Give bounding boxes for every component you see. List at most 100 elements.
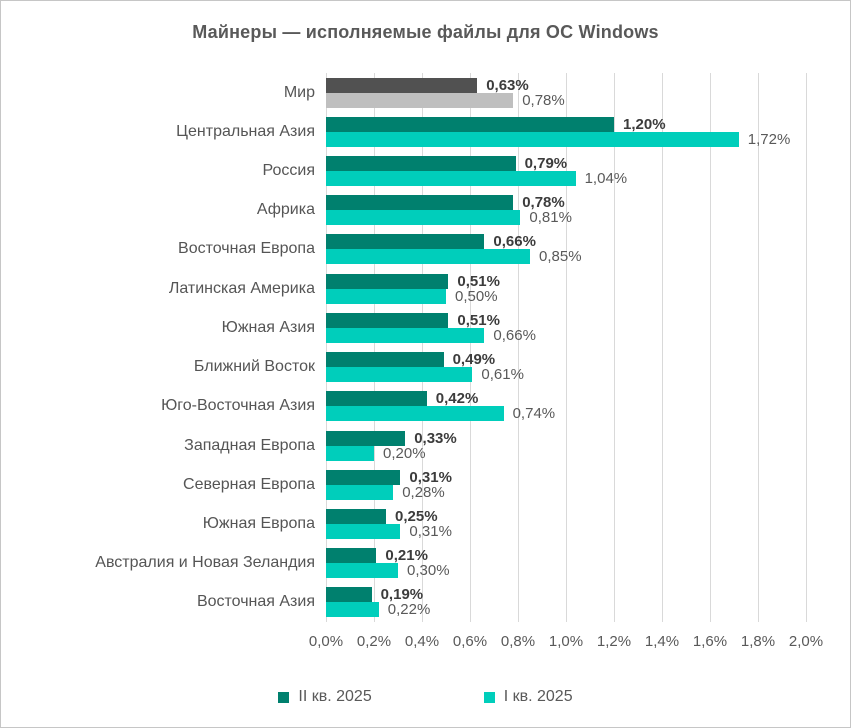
bar-q1 bbox=[326, 92, 514, 108]
chart-row: Южная Европа 0,25% 0,31% bbox=[1, 504, 806, 543]
bar-q2 bbox=[326, 548, 377, 564]
gridline bbox=[614, 73, 615, 622]
bar-q2 bbox=[326, 273, 449, 289]
legend-item: II кв. 2025 bbox=[278, 688, 372, 706]
bar-q2 bbox=[326, 430, 406, 446]
value-label: 0,21% bbox=[385, 547, 428, 565]
bar-group: 0,51% 0,66% bbox=[326, 308, 806, 347]
category-label: Южная Европа bbox=[202, 515, 315, 533]
chart-row: Латинская Америка 0,51% 0,50% bbox=[1, 269, 806, 308]
x-tick-label: 1,8% bbox=[740, 633, 776, 650]
bar-group: 0,33% 0,20% bbox=[326, 426, 806, 465]
bar-line: 0,19% bbox=[326, 587, 806, 603]
value-label: 0,31% bbox=[409, 523, 452, 541]
bar-line: 0,28% bbox=[326, 483, 806, 501]
bar-line: 0,79% bbox=[326, 155, 806, 173]
category-label: Центральная Азия bbox=[176, 122, 315, 140]
bar-line: 0,61% bbox=[326, 367, 806, 383]
bar-group: 0,19% 0,22% bbox=[326, 583, 806, 622]
bar-line: 0,20% bbox=[326, 444, 806, 462]
chart-row: Восточная Европа 0,66% 0,85% bbox=[1, 230, 806, 269]
chart-row: Юго-Восточная Азия 0,42% 0,74% bbox=[1, 387, 806, 426]
value-label: 0,50% bbox=[455, 287, 498, 305]
chart-row: Северная Европа 0,31% 0,28% bbox=[1, 465, 806, 504]
bar-q1 bbox=[326, 563, 398, 579]
bar-line: 0,21% bbox=[326, 547, 806, 565]
legend-swatch-icon bbox=[483, 691, 495, 703]
bar-line: 1,72% bbox=[326, 130, 806, 148]
bar-line: 0,66% bbox=[326, 233, 806, 251]
chart-row: Мир 0,63% 0,78% bbox=[1, 73, 806, 112]
value-label: 0,66% bbox=[493, 326, 536, 344]
value-label: 0,79% bbox=[524, 155, 568, 173]
bar-q1 bbox=[326, 367, 473, 383]
legend-label: II кв. 2025 bbox=[298, 688, 372, 705]
bar-group: 0,25% 0,31% bbox=[326, 504, 806, 543]
chart-title: Майнеры — исполняемые файлы для ОС Windo… bbox=[192, 22, 659, 42]
bar-q2 bbox=[326, 234, 485, 250]
bar-q2 bbox=[326, 469, 401, 485]
value-label: 0,74% bbox=[512, 405, 556, 423]
value-label: 0,25% bbox=[395, 508, 438, 526]
gridlines bbox=[326, 73, 807, 622]
bar-line: 0,51% bbox=[326, 272, 806, 290]
gridline bbox=[422, 73, 423, 622]
bar-group: 0,42% 0,74% bbox=[326, 387, 806, 426]
chart-row: Восточная Азия 0,19% 0,22% bbox=[1, 583, 806, 622]
legend-swatch-icon bbox=[278, 691, 290, 703]
value-label: 0,33% bbox=[414, 429, 457, 447]
bar-line: 0,63% bbox=[326, 76, 806, 94]
chart-rows: Мир 0,63% 0,78% Центральная Азия 1,20% 1,72% Р… bbox=[1, 73, 806, 622]
category-label: Восточная Европа bbox=[178, 240, 315, 258]
bar-line: 0,78% bbox=[326, 91, 806, 109]
bar-q1 bbox=[326, 288, 446, 304]
bar-line: 1,04% bbox=[326, 171, 806, 187]
x-tick-label: 0,0% bbox=[308, 633, 344, 650]
legend-label: I кв. 2025 bbox=[503, 688, 573, 705]
category-label: Латинская Америка bbox=[168, 279, 315, 297]
legend: II кв. 2025 I кв. 2025 bbox=[1, 688, 850, 706]
x-tick-label: 1,6% bbox=[692, 633, 728, 650]
value-label: 0,63% bbox=[486, 76, 529, 94]
bar-q2 bbox=[326, 116, 614, 132]
bar-line: 0,42% bbox=[326, 391, 806, 407]
gridline bbox=[758, 73, 759, 622]
bar-line: 0,81% bbox=[326, 210, 806, 226]
bar-q1 bbox=[326, 327, 485, 343]
chart-row: Ближний Восток 0,49% 0,61% bbox=[1, 348, 806, 387]
category-label: Западная Европа bbox=[184, 436, 315, 454]
bar-q2 bbox=[326, 509, 386, 525]
bar-q1 bbox=[326, 406, 504, 422]
gridline bbox=[662, 73, 663, 622]
category-label: Африка bbox=[256, 201, 315, 219]
bar-line: 0,78% bbox=[326, 195, 806, 211]
value-label: 1,72% bbox=[747, 130, 791, 148]
bar-group: 0,31% 0,28% bbox=[326, 465, 806, 504]
bar-line: 0,49% bbox=[326, 352, 806, 368]
bar-q1 bbox=[326, 484, 394, 500]
x-tick-label: 0,8% bbox=[500, 633, 536, 650]
gridline bbox=[710, 73, 711, 622]
value-label: 0,20% bbox=[383, 444, 426, 462]
bar-group: 0,49% 0,61% bbox=[326, 348, 806, 387]
value-label: 0,51% bbox=[457, 272, 500, 290]
value-label: 0,28% bbox=[402, 483, 445, 501]
gridline bbox=[470, 73, 471, 622]
bar-q1 bbox=[326, 524, 401, 540]
category-label: Ближний Восток bbox=[193, 358, 315, 376]
x-tick-label: 0,6% bbox=[452, 633, 488, 650]
gridline bbox=[566, 73, 567, 622]
bar-q2 bbox=[326, 587, 372, 603]
bar-q1 bbox=[326, 171, 576, 187]
value-label: 0,51% bbox=[457, 311, 500, 329]
value-label: 0,66% bbox=[493, 233, 536, 251]
bar-group: 0,63% 0,78% bbox=[326, 73, 806, 112]
bar-line: 0,33% bbox=[326, 429, 806, 447]
legend-item: I кв. 2025 bbox=[483, 688, 573, 706]
value-label: 0,78% bbox=[522, 91, 565, 109]
bar-group: 0,79% 1,04% bbox=[326, 151, 806, 190]
category-label: Южная Азия bbox=[221, 318, 315, 336]
gridline bbox=[374, 73, 375, 622]
bar-line: 1,20% bbox=[326, 116, 806, 132]
